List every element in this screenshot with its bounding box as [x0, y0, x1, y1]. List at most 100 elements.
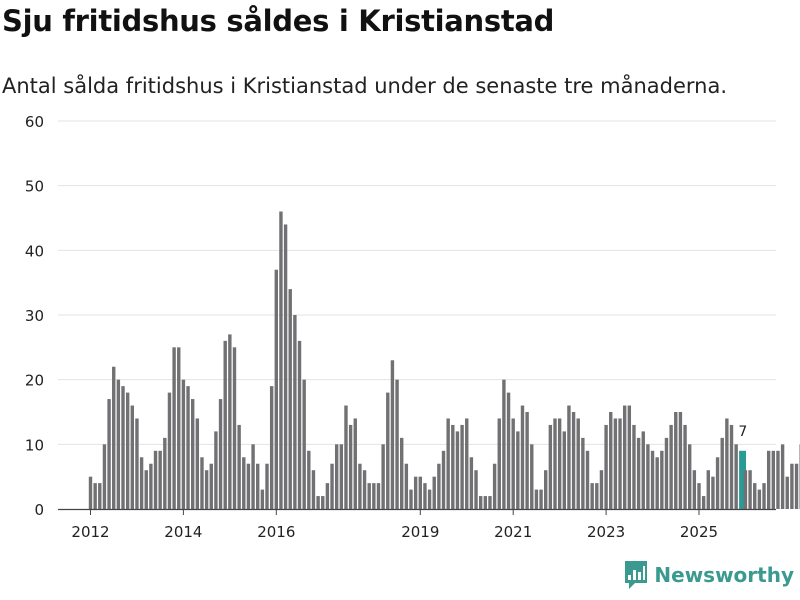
bar	[451, 424, 455, 509]
bar	[386, 392, 390, 509]
bar	[762, 483, 766, 509]
bar	[316, 496, 320, 509]
bar	[785, 476, 789, 509]
bar	[636, 437, 641, 509]
bar	[98, 483, 102, 509]
bar	[427, 489, 432, 509]
newsworthy-logo-icon	[625, 561, 648, 589]
bar	[112, 366, 116, 509]
bar	[353, 418, 357, 509]
bar	[204, 470, 209, 509]
bar	[539, 489, 543, 509]
x-tick-label: 2021	[494, 523, 532, 541]
bar	[153, 450, 158, 509]
bar	[130, 405, 135, 509]
bar	[604, 424, 608, 509]
bar	[571, 412, 576, 509]
bar	[432, 476, 436, 509]
bar	[641, 431, 645, 509]
bars	[88, 211, 800, 510]
bar	[381, 444, 385, 509]
y-tick-label: 50	[25, 178, 44, 196]
bar	[237, 424, 241, 509]
x-tick-label: 2016	[257, 523, 295, 541]
bar	[469, 457, 474, 509]
bar	[497, 418, 501, 509]
bar	[139, 457, 144, 509]
bar	[116, 379, 121, 509]
bar	[502, 379, 506, 509]
bar	[701, 496, 706, 509]
x-tick-label: 2023	[587, 523, 625, 541]
bar	[256, 463, 260, 509]
bar	[455, 431, 460, 509]
bar	[706, 470, 710, 509]
y-tick-label: 60	[25, 113, 44, 131]
bar	[794, 463, 799, 509]
bar	[330, 463, 334, 509]
x-tick-label: 2012	[71, 523, 109, 541]
bar	[599, 470, 604, 509]
bar	[158, 450, 162, 509]
bar	[93, 483, 97, 509]
bar	[530, 444, 534, 509]
bar	[228, 334, 232, 509]
newsworthy-logo[interactable]: Newsworthy	[624, 560, 794, 590]
bar	[674, 412, 678, 509]
bar	[478, 496, 483, 509]
bar	[585, 450, 590, 509]
bar	[348, 424, 353, 509]
x-axis: 2012 2014 2016 2019 2021 2023 2025	[58, 508, 776, 541]
bar	[581, 437, 585, 509]
bar	[646, 444, 650, 509]
bar	[743, 470, 748, 509]
bar	[622, 405, 627, 509]
bar	[376, 483, 381, 509]
bar	[149, 463, 153, 509]
bar	[232, 347, 237, 509]
bar	[172, 347, 176, 509]
bar	[423, 483, 427, 509]
bar	[692, 470, 697, 509]
bar	[274, 269, 278, 509]
bar	[223, 340, 227, 509]
bar	[181, 379, 186, 509]
bar	[776, 450, 780, 509]
bar	[325, 483, 330, 509]
bar	[520, 405, 525, 509]
bar	[553, 418, 557, 509]
bar	[516, 431, 520, 509]
bar	[627, 405, 632, 509]
bar	[390, 360, 395, 509]
bar	[186, 386, 190, 509]
bar	[557, 418, 562, 509]
y-tick-label: 20	[25, 372, 44, 390]
bar	[288, 289, 292, 509]
y-tick-label: 0	[34, 501, 44, 519]
bar	[293, 315, 297, 509]
chart-subtitle: Antal sålda fritidshus i Kristianstad un…	[2, 74, 728, 98]
bar	[409, 489, 413, 509]
bar	[613, 418, 618, 509]
bar	[362, 470, 367, 509]
bar	[780, 444, 785, 509]
bar	[102, 444, 107, 509]
annotations: 7	[738, 424, 747, 440]
bar	[214, 431, 218, 509]
bar	[734, 444, 738, 509]
bar	[492, 463, 497, 509]
bar	[660, 450, 664, 509]
y-tick-label: 30	[25, 307, 44, 325]
bar	[715, 457, 720, 509]
bar	[200, 457, 204, 509]
bar	[395, 379, 399, 509]
bar	[269, 386, 274, 509]
bar	[135, 418, 139, 509]
bar	[177, 347, 181, 509]
bar	[279, 211, 283, 510]
y-tick-label: 10	[25, 436, 44, 454]
bar	[339, 444, 344, 509]
bar	[307, 450, 311, 509]
bar	[121, 386, 125, 509]
bar	[246, 463, 251, 509]
